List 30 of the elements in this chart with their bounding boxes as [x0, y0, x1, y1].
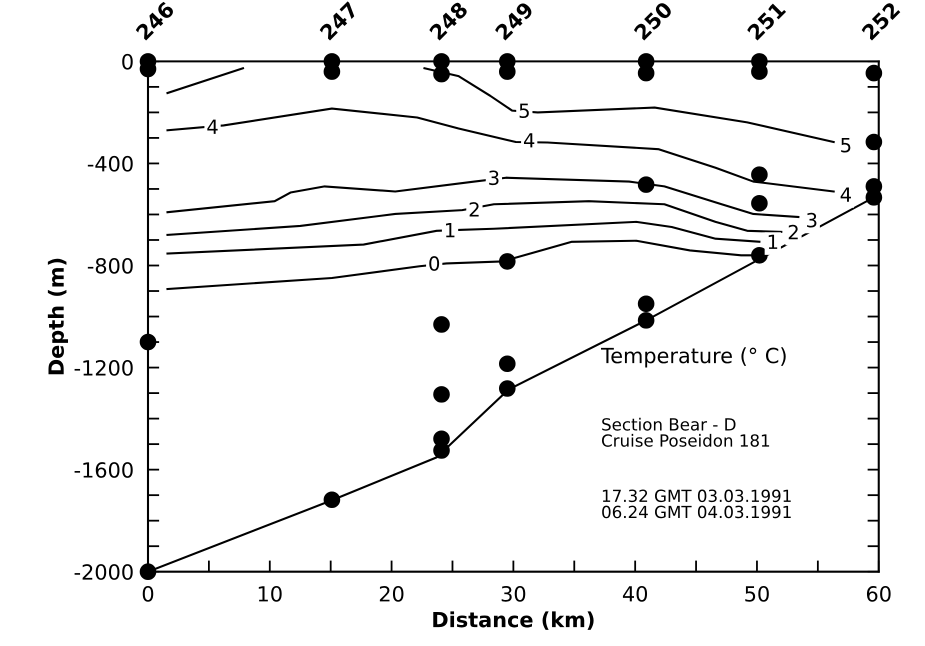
- x-tick-label: 60: [866, 586, 891, 602]
- y-tick-label: -1600: [74, 462, 133, 478]
- y-tick-label: -1200: [74, 360, 133, 376]
- x-axis-title: Distance (km): [433, 611, 594, 630]
- y-tick-label: -800: [88, 258, 133, 274]
- annotation: 17.32 GMT 03.03.1991 06.24 GMT 04.03.1991: [602, 490, 791, 518]
- annotation: 5: [841, 138, 850, 152]
- annotation: 3: [807, 212, 816, 228]
- annotation: 3: [489, 170, 499, 186]
- y-axis-title: Depth (m): [48, 258, 68, 374]
- x-tick-label: 40: [622, 586, 648, 602]
- y-tick-label: -400: [88, 156, 133, 172]
- x-tick-label: 0: [142, 586, 154, 602]
- annotation: 1: [446, 223, 454, 238]
- annotation: 4: [207, 120, 218, 134]
- annotation: Temperature (° C): [601, 347, 786, 368]
- annotation: 5: [520, 104, 529, 118]
- annotation: Section Bear - D Cruise Poseidon 181: [602, 418, 770, 447]
- x-tick-label: 50: [745, 586, 769, 602]
- annotation: 4: [524, 133, 534, 148]
- annotation: 4: [840, 188, 851, 202]
- y-tick-label: 0: [122, 54, 133, 70]
- x-tick-label: 20: [380, 586, 404, 602]
- y-tick-label: -2000: [74, 564, 133, 580]
- annotation: 1: [768, 234, 778, 249]
- annotation: 0: [429, 256, 440, 271]
- annotation: 2: [788, 224, 798, 240]
- x-tick-label: 30: [502, 586, 526, 602]
- x-tick-label: 10: [258, 586, 282, 602]
- annotation: 2: [470, 202, 479, 217]
